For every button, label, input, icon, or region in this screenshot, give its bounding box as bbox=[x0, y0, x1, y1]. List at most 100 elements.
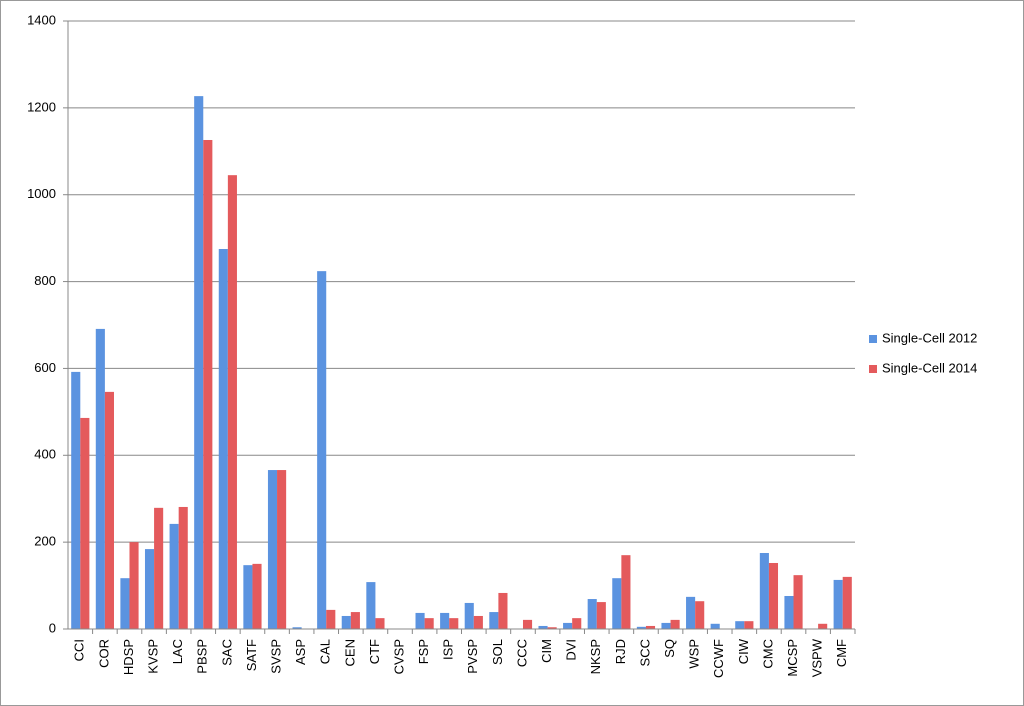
bar bbox=[645, 625, 656, 629]
bar bbox=[686, 596, 696, 629]
x-tick-label: NKSP bbox=[588, 639, 603, 674]
y-tick-label: 800 bbox=[34, 273, 56, 288]
x-tick-label: PVSP bbox=[465, 639, 480, 674]
bar bbox=[169, 523, 179, 629]
x-tick-label: CAL bbox=[318, 639, 333, 664]
bar bbox=[341, 615, 351, 629]
y-tick-label: 600 bbox=[34, 360, 56, 375]
bar bbox=[440, 612, 450, 629]
x-tick-label: PBSP bbox=[195, 639, 210, 674]
x-tick-label: CCWF bbox=[711, 639, 726, 678]
x-tick-label: CMF bbox=[834, 639, 849, 667]
y-tick-label: 200 bbox=[34, 534, 56, 549]
bar bbox=[317, 271, 327, 629]
bar bbox=[375, 618, 385, 629]
x-tick-label: FSP bbox=[416, 639, 431, 664]
x-tick-label: MCSP bbox=[785, 639, 800, 677]
bar bbox=[252, 563, 262, 629]
bar bbox=[621, 555, 631, 629]
y-tick-label: 400 bbox=[34, 447, 56, 462]
bar bbox=[129, 542, 139, 629]
x-tick-label: SCC bbox=[637, 639, 652, 666]
x-tick-label: LAC bbox=[170, 639, 185, 664]
bar bbox=[818, 623, 828, 629]
bar bbox=[547, 627, 557, 629]
x-tick-label: KVSP bbox=[146, 639, 161, 674]
x-tick-label: SATF bbox=[244, 639, 259, 671]
bar bbox=[489, 612, 499, 629]
bar bbox=[227, 175, 237, 629]
bar bbox=[842, 576, 852, 629]
x-tick-label: SOL bbox=[490, 639, 505, 665]
bar bbox=[833, 579, 843, 629]
x-tick-label: CCC bbox=[514, 639, 529, 667]
x-tick-label: SQ bbox=[662, 639, 677, 658]
bar bbox=[596, 602, 606, 629]
bar bbox=[424, 618, 434, 629]
y-tick-label: 1000 bbox=[27, 186, 56, 201]
y-tick-label: 1400 bbox=[27, 12, 56, 27]
bar bbox=[80, 417, 90, 629]
x-tick-label: COR bbox=[96, 639, 111, 668]
x-tick-label: SAC bbox=[219, 639, 234, 666]
bar bbox=[120, 578, 130, 629]
bar bbox=[277, 470, 287, 629]
bar bbox=[292, 627, 302, 629]
x-tick-label: WSP bbox=[687, 639, 702, 669]
bar bbox=[538, 625, 548, 629]
bar bbox=[563, 622, 573, 629]
bar bbox=[744, 621, 754, 629]
x-tick-label: RJD bbox=[613, 639, 628, 664]
bar bbox=[194, 96, 204, 630]
bar bbox=[587, 599, 597, 629]
bar bbox=[464, 602, 474, 629]
legend-label: Single-Cell 2012 bbox=[882, 330, 977, 345]
bar bbox=[710, 623, 720, 629]
x-tick-label: CEN bbox=[342, 639, 357, 666]
bar bbox=[793, 575, 803, 629]
x-tick-label: ISP bbox=[441, 639, 456, 660]
bar bbox=[661, 622, 671, 629]
x-tick-label: CVSP bbox=[391, 639, 406, 674]
bar bbox=[612, 578, 622, 629]
bar bbox=[572, 618, 582, 629]
bar bbox=[243, 565, 253, 629]
bar bbox=[366, 582, 376, 629]
bar bbox=[95, 328, 105, 629]
bar bbox=[449, 618, 459, 629]
x-tick-label: HDSP bbox=[121, 639, 136, 675]
bar bbox=[178, 506, 188, 629]
bar bbox=[350, 612, 360, 629]
x-tick-label: ASP bbox=[293, 639, 308, 665]
x-tick-label: CCI bbox=[72, 639, 87, 661]
bar bbox=[326, 609, 336, 629]
x-tick-label: VSPW bbox=[810, 638, 825, 677]
bar bbox=[695, 601, 705, 629]
bar bbox=[104, 391, 114, 629]
bar bbox=[670, 619, 680, 629]
x-tick-label: CMC bbox=[760, 639, 775, 669]
bar bbox=[267, 470, 278, 629]
x-tick-label: CIM bbox=[539, 639, 554, 663]
bar bbox=[522, 619, 533, 629]
bar bbox=[203, 139, 213, 629]
bar bbox=[768, 562, 779, 629]
bar bbox=[71, 371, 81, 629]
bar bbox=[218, 249, 228, 629]
y-tick-label: 1200 bbox=[27, 99, 56, 114]
bar bbox=[144, 549, 155, 629]
y-tick-label: 0 bbox=[49, 620, 56, 635]
bar bbox=[735, 621, 745, 629]
bar bbox=[154, 507, 164, 629]
legend-swatch bbox=[869, 365, 877, 373]
bar bbox=[473, 615, 483, 629]
bar bbox=[784, 595, 794, 629]
bar bbox=[759, 553, 769, 629]
legend-swatch bbox=[869, 335, 877, 343]
bar bbox=[636, 626, 646, 629]
legend-label: Single-Cell 2014 bbox=[882, 360, 977, 375]
x-tick-label: SVSP bbox=[268, 639, 283, 674]
x-tick-label: DVI bbox=[564, 639, 579, 661]
bar bbox=[498, 592, 508, 629]
